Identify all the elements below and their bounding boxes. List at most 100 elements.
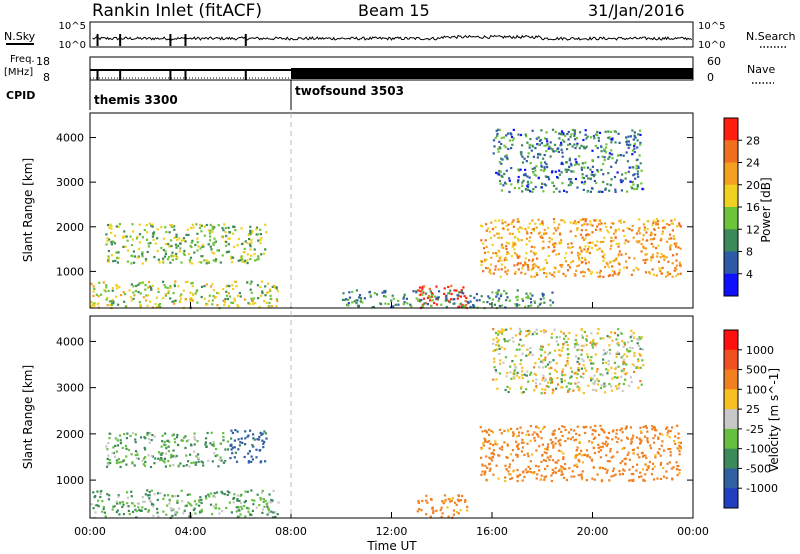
radar-cell <box>659 454 662 457</box>
radar-cell <box>504 479 507 483</box>
radar-cell <box>608 460 611 463</box>
radar-cell <box>626 350 629 353</box>
radar-cell <box>531 264 535 267</box>
radar-cell <box>642 245 645 248</box>
radar-cell <box>519 168 522 171</box>
radar-cell <box>633 144 636 147</box>
radar-cell <box>585 234 588 237</box>
radar-cell <box>624 462 627 465</box>
radar-cell <box>184 240 187 243</box>
radar-cell <box>417 299 420 302</box>
radar-cell <box>597 136 600 140</box>
radar-cell <box>359 299 362 302</box>
radar-cell <box>599 424 602 427</box>
radar-cell <box>146 231 149 234</box>
radar-cell <box>171 455 174 458</box>
radar-cell <box>497 260 500 263</box>
radar-cell <box>527 455 530 458</box>
radar-cell <box>406 302 409 305</box>
radar-cell <box>565 341 568 344</box>
radar-cell <box>574 220 577 223</box>
radar-cell <box>236 294 239 297</box>
radar-cell <box>556 227 559 230</box>
radar-cell <box>194 438 197 441</box>
radar-cell <box>651 224 654 227</box>
radar-cell <box>542 359 545 362</box>
radar-cell <box>548 240 551 243</box>
radar-cell <box>110 241 113 244</box>
radar-cell <box>267 282 270 285</box>
radar-cell <box>455 503 458 506</box>
radar-cell <box>517 268 520 271</box>
radar-cell <box>190 282 193 285</box>
radar-cell <box>201 461 205 464</box>
radar-cell <box>660 237 663 240</box>
radar-cell <box>193 500 196 503</box>
radar-cell <box>571 470 574 473</box>
radar-cell <box>128 513 131 516</box>
radar-cell <box>506 228 509 231</box>
radar-cell <box>373 292 376 295</box>
radar-cell <box>612 455 615 458</box>
radar-cell <box>620 356 623 359</box>
radar-cell <box>543 330 546 333</box>
radar-cell <box>122 291 125 294</box>
radar-cell <box>421 499 424 503</box>
power-ylabel: Slant Range [km] <box>21 158 35 262</box>
radar-cell <box>494 440 497 443</box>
radar-cell <box>426 296 430 299</box>
radar-cell <box>457 512 460 515</box>
radar-cell <box>268 493 271 496</box>
radar-cell <box>207 243 210 246</box>
radar-cell <box>516 289 519 292</box>
radar-cell <box>533 471 536 474</box>
radar-cell <box>606 372 609 375</box>
radar-cell <box>572 389 575 392</box>
radar-cell <box>565 190 568 194</box>
radar-cell <box>645 231 648 234</box>
radar-cell <box>644 463 647 466</box>
radar-cell <box>156 249 159 253</box>
radar-cell <box>632 236 635 239</box>
radar-cell <box>148 441 151 444</box>
freq-unit: [MHz] <box>4 67 33 78</box>
radar-cell <box>153 462 156 465</box>
radar-cell <box>130 495 133 498</box>
radar-cell <box>609 184 612 187</box>
radar-cell <box>629 376 632 379</box>
radar-cell <box>487 428 491 431</box>
radar-cell <box>591 433 594 436</box>
radar-cell <box>152 238 155 241</box>
radar-cell <box>519 426 522 429</box>
radar-cell <box>629 346 632 349</box>
radar-cell <box>621 447 624 450</box>
radar-cell <box>223 493 226 496</box>
radar-cell <box>592 437 595 440</box>
radar-cell <box>190 504 193 507</box>
radar-cell <box>174 513 177 516</box>
radar-cell <box>641 468 645 471</box>
radar-cell <box>568 157 571 160</box>
velocity-panel-frame <box>89 315 694 519</box>
radar-cell <box>573 129 576 132</box>
radar-cell <box>208 232 211 235</box>
radar-cell <box>156 507 159 510</box>
radar-cell <box>550 336 553 339</box>
radar-cell <box>257 255 260 258</box>
radar-cell <box>508 179 511 182</box>
radar-cell <box>554 369 557 372</box>
radar-cell <box>620 181 623 184</box>
radar-cell <box>525 354 528 357</box>
radar-cell <box>539 478 542 481</box>
radar-cell <box>651 268 654 271</box>
radar-cell <box>503 441 506 444</box>
radar-cell <box>508 242 511 245</box>
radar-cell <box>568 178 571 181</box>
radar-cell <box>541 292 544 295</box>
radar-cell <box>230 301 233 304</box>
radar-cell <box>543 425 546 428</box>
radar-cell <box>594 244 597 247</box>
radar-cell <box>566 437 570 440</box>
radar-cell <box>607 363 610 366</box>
radar-cell <box>601 190 604 193</box>
